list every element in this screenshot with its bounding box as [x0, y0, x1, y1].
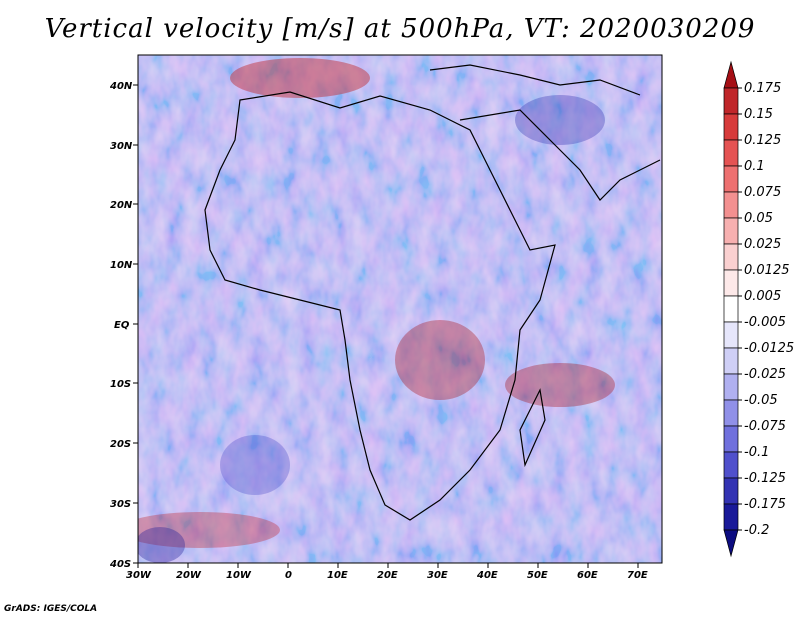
colorbar-label: 0.025: [744, 237, 781, 252]
lon-label: 10E: [327, 570, 348, 581]
colorbar-label: -0.025: [744, 367, 786, 382]
colorbar-label: -0.1: [744, 445, 769, 460]
lon-label: 10W: [226, 570, 252, 581]
colorbar-swatch: [723, 269, 739, 297]
colorbar-swatch: [723, 165, 739, 193]
colorbar-swatch: [723, 321, 739, 349]
colorbar-label: 0.075: [744, 185, 781, 200]
colorbar-label: -0.125: [744, 471, 786, 486]
coastlines: [204, 64, 661, 521]
colorbar-label: 0.05: [744, 211, 773, 226]
colorbar-swatch: [723, 87, 739, 115]
colorbar-label: 0.15: [744, 107, 773, 122]
lon-label: 30W: [126, 570, 152, 581]
velocity-field: [138, 55, 662, 563]
colorbar-label: -0.075: [744, 419, 786, 434]
lon-label: 20E: [377, 570, 398, 581]
colorbar-swatch: [723, 399, 739, 427]
lat-label: EQ: [114, 320, 130, 331]
colorbar-swatch: [723, 113, 739, 141]
colorbar-swatch: [723, 451, 739, 479]
colorbar-swatch: [723, 373, 739, 401]
colorbar-swatch: [723, 139, 739, 167]
colorbar-swatch: [723, 295, 739, 323]
lat-label: 20N: [110, 200, 133, 211]
colorbar-label: -0.0125: [744, 341, 794, 356]
colorbar-swatch: [723, 243, 739, 271]
lon-label: 50E: [527, 570, 548, 581]
colorbar-label: 0.1: [744, 159, 765, 174]
colorbar-triangle-top: [723, 60, 739, 89]
lat-label: 20S: [110, 439, 131, 450]
lon-label: 0: [285, 570, 292, 581]
colorbar-label: 0.005: [744, 289, 781, 304]
colorbar-swatch: [723, 217, 739, 245]
lat-label: 30N: [110, 141, 133, 152]
lon-axis: 30W 20W 10W 0 10E 20E 30E 40E 50E 60E 70…: [126, 563, 648, 581]
colorbar-label: -0.175: [744, 497, 786, 512]
lon-label: 40E: [476, 570, 498, 581]
lat-label: 10N: [110, 260, 133, 271]
lat-label: 30S: [110, 499, 131, 510]
lon-label: 30E: [427, 570, 448, 581]
colorbar-label: -0.2: [744, 523, 769, 538]
lat-axis: 40N 30N 20N 10N EQ 10S 20S 30S 40S: [109, 81, 138, 570]
colorbar-swatch: [723, 477, 739, 505]
lon-label: 60E: [577, 570, 598, 581]
lat-label: 40S: [109, 559, 131, 570]
credit-text: GrADS: IGES/COLA: [4, 604, 98, 614]
colorbar-swatch: [723, 191, 739, 219]
lat-label: 40N: [109, 81, 133, 92]
colorbar-swatch: [723, 503, 739, 531]
colorbar-label: -0.005: [744, 315, 786, 330]
lon-label: 70E: [627, 570, 648, 581]
colorbar-swatch: [723, 347, 739, 375]
map-frame: [137, 54, 663, 564]
colorbar-swatch: [723, 425, 739, 453]
colorbar-triangle-bottom: [723, 529, 739, 558]
chart-title: Vertical velocity [m/s] at 500hPa, VT: 2…: [44, 14, 756, 44]
colorbar-label: 0.0125: [744, 263, 790, 278]
colorbar-label: -0.05: [744, 393, 778, 408]
colorbar-label: 0.175: [744, 81, 781, 96]
lat-label: 10S: [110, 379, 131, 390]
colorbar-label: 0.125: [744, 133, 781, 148]
lon-label: 20W: [176, 570, 202, 581]
colorbar: 0.175 0.15 0.125 0.1 0.075 0.05 0.025 0.0125 0.0…: [723, 60, 794, 558]
